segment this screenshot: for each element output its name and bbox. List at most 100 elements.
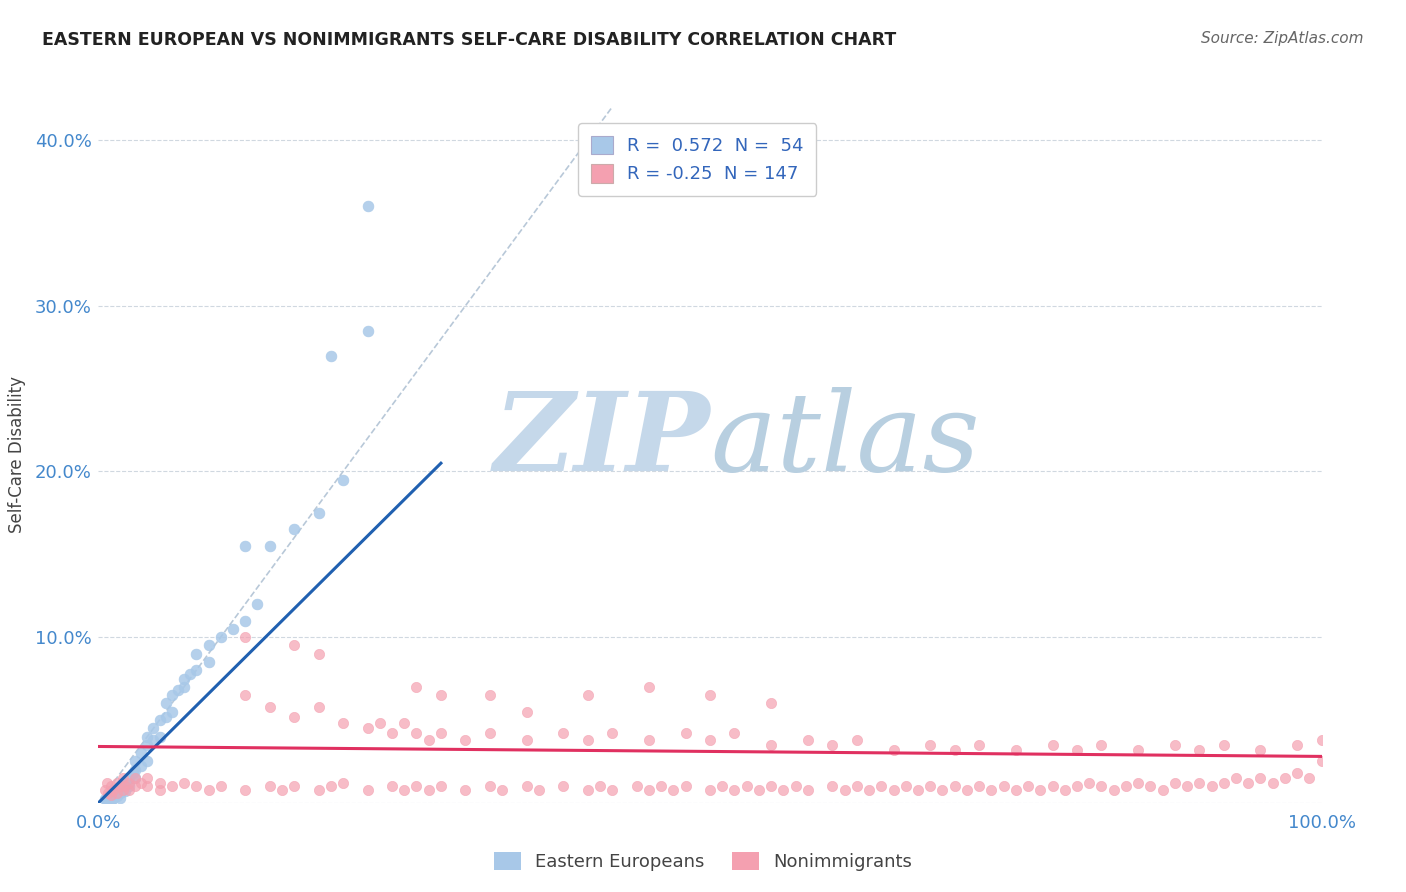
Point bbox=[283, 709, 305, 723]
Point bbox=[920, 738, 942, 752]
Point bbox=[259, 539, 281, 553]
Point bbox=[883, 782, 905, 797]
Point bbox=[100, 794, 122, 808]
Point bbox=[761, 697, 783, 711]
Point bbox=[97, 790, 120, 805]
Point bbox=[96, 776, 118, 790]
Point bbox=[270, 782, 294, 797]
Point bbox=[186, 779, 208, 793]
Point bbox=[111, 779, 134, 793]
Point bbox=[405, 779, 427, 793]
Point bbox=[1249, 743, 1271, 757]
Point bbox=[136, 779, 159, 793]
Point bbox=[179, 666, 201, 681]
Point bbox=[105, 784, 128, 798]
Point bbox=[368, 716, 391, 731]
Point bbox=[105, 789, 128, 804]
Point bbox=[149, 776, 172, 790]
Point bbox=[430, 779, 453, 793]
Point bbox=[155, 697, 177, 711]
Point bbox=[356, 324, 378, 338]
Point bbox=[1212, 738, 1234, 752]
Point bbox=[491, 782, 513, 797]
Point bbox=[797, 782, 820, 797]
Point bbox=[1201, 779, 1223, 793]
Point bbox=[124, 755, 146, 769]
Point bbox=[589, 779, 612, 793]
Point bbox=[1042, 779, 1064, 793]
Point bbox=[430, 726, 453, 740]
Point bbox=[197, 655, 219, 669]
Point bbox=[1004, 782, 1026, 797]
Point bbox=[283, 523, 305, 537]
Point bbox=[118, 776, 141, 790]
Y-axis label: Self-Care Disability: Self-Care Disability bbox=[8, 376, 27, 533]
Point bbox=[93, 792, 115, 806]
Point bbox=[356, 782, 378, 797]
Point bbox=[454, 732, 477, 747]
Point bbox=[1139, 779, 1161, 793]
Point bbox=[173, 672, 195, 686]
Point bbox=[319, 349, 342, 363]
Point bbox=[1286, 766, 1309, 780]
Point bbox=[662, 782, 685, 797]
Text: ZIP: ZIP bbox=[494, 387, 710, 495]
Point bbox=[699, 782, 721, 797]
Point bbox=[129, 776, 152, 790]
Point bbox=[308, 647, 330, 661]
Point bbox=[637, 782, 661, 797]
Point bbox=[1042, 738, 1064, 752]
Point bbox=[637, 732, 661, 747]
Text: Source: ZipAtlas.com: Source: ZipAtlas.com bbox=[1201, 31, 1364, 46]
Point bbox=[454, 782, 477, 797]
Point bbox=[332, 716, 354, 731]
Point bbox=[967, 779, 990, 793]
Point bbox=[527, 782, 550, 797]
Point bbox=[110, 779, 132, 793]
Point bbox=[209, 779, 232, 793]
Point bbox=[149, 730, 172, 744]
Point bbox=[821, 738, 844, 752]
Point bbox=[392, 782, 416, 797]
Point bbox=[723, 782, 745, 797]
Point bbox=[118, 779, 141, 793]
Point bbox=[197, 639, 219, 653]
Point bbox=[308, 699, 330, 714]
Point bbox=[142, 732, 165, 747]
Point bbox=[209, 630, 232, 644]
Point bbox=[430, 688, 453, 702]
Point bbox=[111, 771, 134, 785]
Point bbox=[110, 790, 132, 805]
Point bbox=[883, 743, 905, 757]
Point bbox=[160, 688, 183, 702]
Point bbox=[308, 782, 330, 797]
Point bbox=[233, 614, 256, 628]
Point bbox=[1066, 779, 1088, 793]
Point bbox=[626, 779, 648, 793]
Point bbox=[136, 738, 159, 752]
Point bbox=[101, 782, 124, 797]
Point bbox=[100, 788, 122, 802]
Point bbox=[233, 539, 256, 553]
Point bbox=[129, 759, 152, 773]
Point bbox=[1115, 779, 1137, 793]
Point bbox=[101, 790, 124, 805]
Point bbox=[1029, 782, 1052, 797]
Point bbox=[515, 779, 537, 793]
Point bbox=[136, 771, 159, 785]
Point bbox=[1128, 776, 1150, 790]
Point bbox=[308, 506, 330, 520]
Point bbox=[870, 779, 893, 793]
Point bbox=[600, 782, 623, 797]
Point bbox=[761, 779, 783, 793]
Point bbox=[748, 782, 770, 797]
Point bbox=[100, 788, 122, 802]
Point bbox=[356, 199, 378, 213]
Point bbox=[845, 732, 868, 747]
Point bbox=[129, 746, 152, 760]
Point bbox=[332, 473, 354, 487]
Point bbox=[478, 779, 501, 793]
Point bbox=[1090, 738, 1112, 752]
Point bbox=[222, 622, 245, 636]
Point bbox=[845, 779, 868, 793]
